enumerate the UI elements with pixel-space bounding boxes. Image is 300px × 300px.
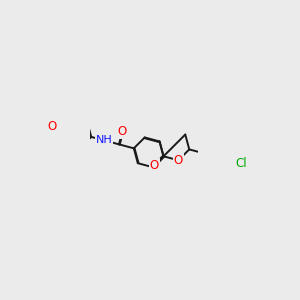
Text: O: O bbox=[118, 125, 127, 138]
Text: NH: NH bbox=[96, 135, 112, 146]
Text: O: O bbox=[174, 154, 183, 167]
Text: O: O bbox=[150, 159, 159, 172]
Text: O: O bbox=[47, 120, 56, 133]
Text: Cl: Cl bbox=[236, 157, 247, 170]
